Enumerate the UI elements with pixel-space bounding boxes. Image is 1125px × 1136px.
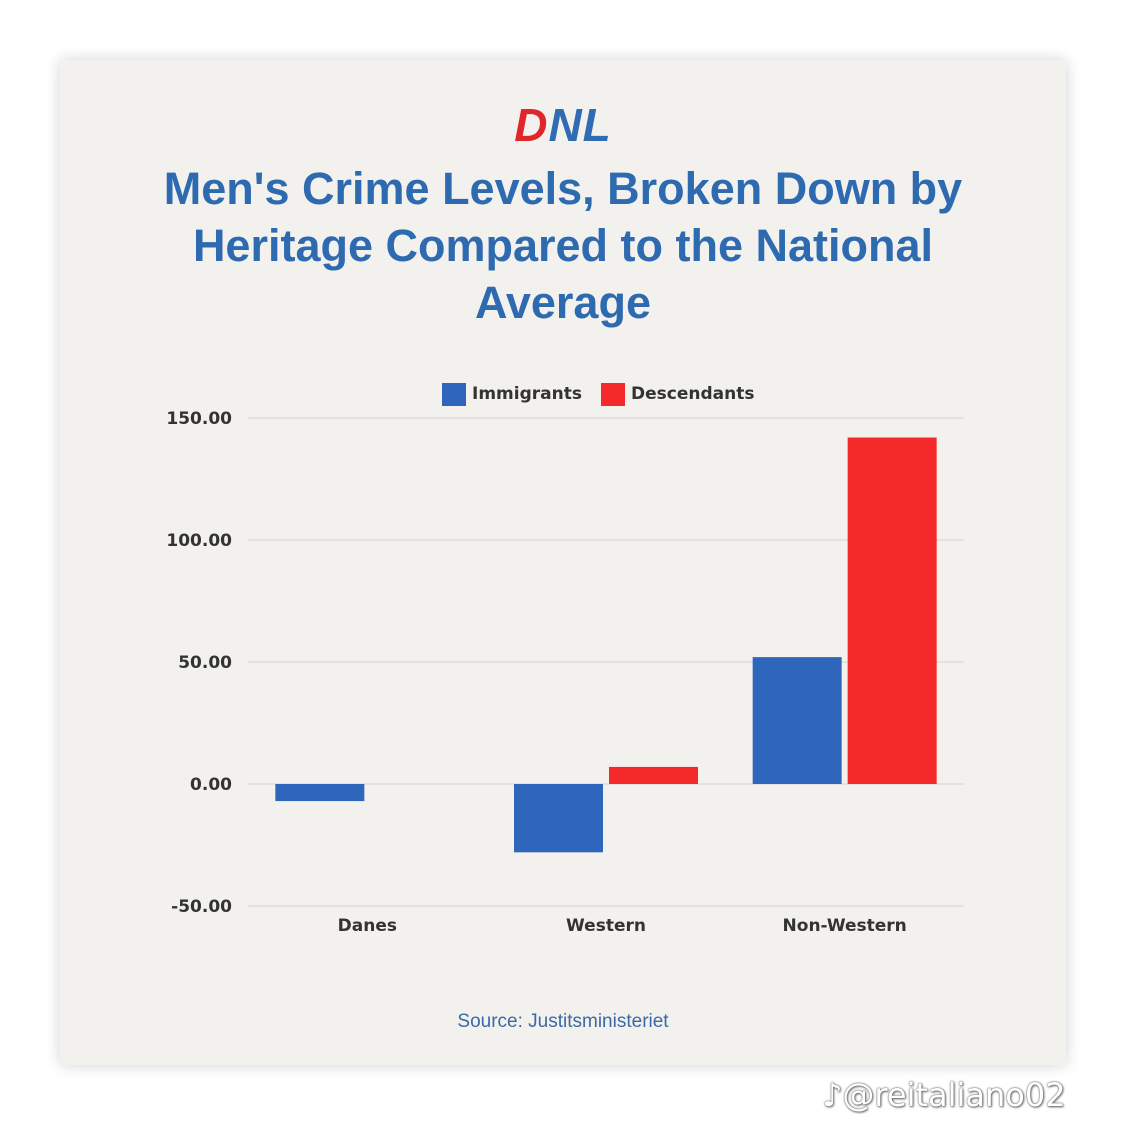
chart-title: Men's Crime Levels, Broken Down by Herit… xyxy=(80,160,1046,331)
legend-label-descendants: Descendants xyxy=(631,384,754,404)
x-category-label: Western xyxy=(566,916,646,936)
x-category-label: Danes xyxy=(338,916,397,936)
dnl-logo: DNL xyxy=(60,98,1066,152)
chart-title-line-2: Heritage Compared to the National xyxy=(192,220,934,271)
y-tick-label: 0.00 xyxy=(190,775,232,795)
legend-swatch-immigrants xyxy=(442,383,466,406)
x-category-label: Non-Western xyxy=(783,916,907,936)
legend-label-immigrants: Immigrants xyxy=(472,384,582,404)
chart-title-line-1: Men's Crime Levels, Broken Down by xyxy=(163,163,963,214)
y-tick-label: 100.00 xyxy=(166,531,232,551)
tiktok-watermark: ♪@reitaliano02 xyxy=(822,1076,1066,1114)
legend-swatch-descendants xyxy=(601,383,625,406)
bar-descendants-non-western xyxy=(847,437,937,784)
logo-letter-d: D xyxy=(514,99,549,151)
logo-letters-nl: NL xyxy=(548,99,612,151)
y-tick-label: 150.00 xyxy=(166,409,232,429)
chart-card: DNL Men's Crime Levels, Broken Down by H… xyxy=(60,60,1066,1065)
y-tick-label: 50.00 xyxy=(178,653,232,673)
bar-immigrants-non-western xyxy=(752,657,842,784)
source-note: Source: Justitsministeriet xyxy=(457,1011,669,1032)
chart-title-line-3: Average xyxy=(475,277,651,328)
bar-immigrants-western xyxy=(514,784,603,853)
bar-descendants-western xyxy=(609,766,698,784)
bar-immigrants-danes xyxy=(275,784,365,802)
y-tick-label: -50.00 xyxy=(171,897,232,917)
bar-chart: 150.00 100.00 50.00 0.00 -50.00 Danes Western… xyxy=(166,383,964,936)
